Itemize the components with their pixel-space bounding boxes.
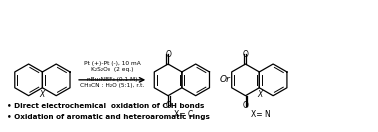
Text: O: O [165,50,171,59]
Text: O: O [243,50,248,59]
Text: Or: Or [220,75,231,84]
Text: nBu₄NBF₄ (0.1 M): nBu₄NBF₄ (0.1 M) [87,77,137,82]
Text: X: X [258,90,263,99]
Text: O: O [165,101,171,110]
Text: • Oxidation of aromatic and heteroaromatic rings: • Oxidation of aromatic and heteroaromat… [7,114,209,121]
Text: Pt (+)-Pt (-), 10 mA: Pt (+)-Pt (-), 10 mA [84,61,141,66]
Text: X= N: X= N [251,110,271,119]
Text: O: O [243,101,248,110]
Text: X: X [40,90,45,99]
Text: X= C: X= C [174,110,194,119]
Text: CH₃CN : H₂O (5:1), r.t.: CH₃CN : H₂O (5:1), r.t. [80,83,144,88]
Text: • Direct electrochemical  oxidation of C-H bonds: • Direct electrochemical oxidation of C-… [7,103,204,109]
Text: K₂S₂O₈  (2 eq.): K₂S₂O₈ (2 eq.) [91,67,133,72]
